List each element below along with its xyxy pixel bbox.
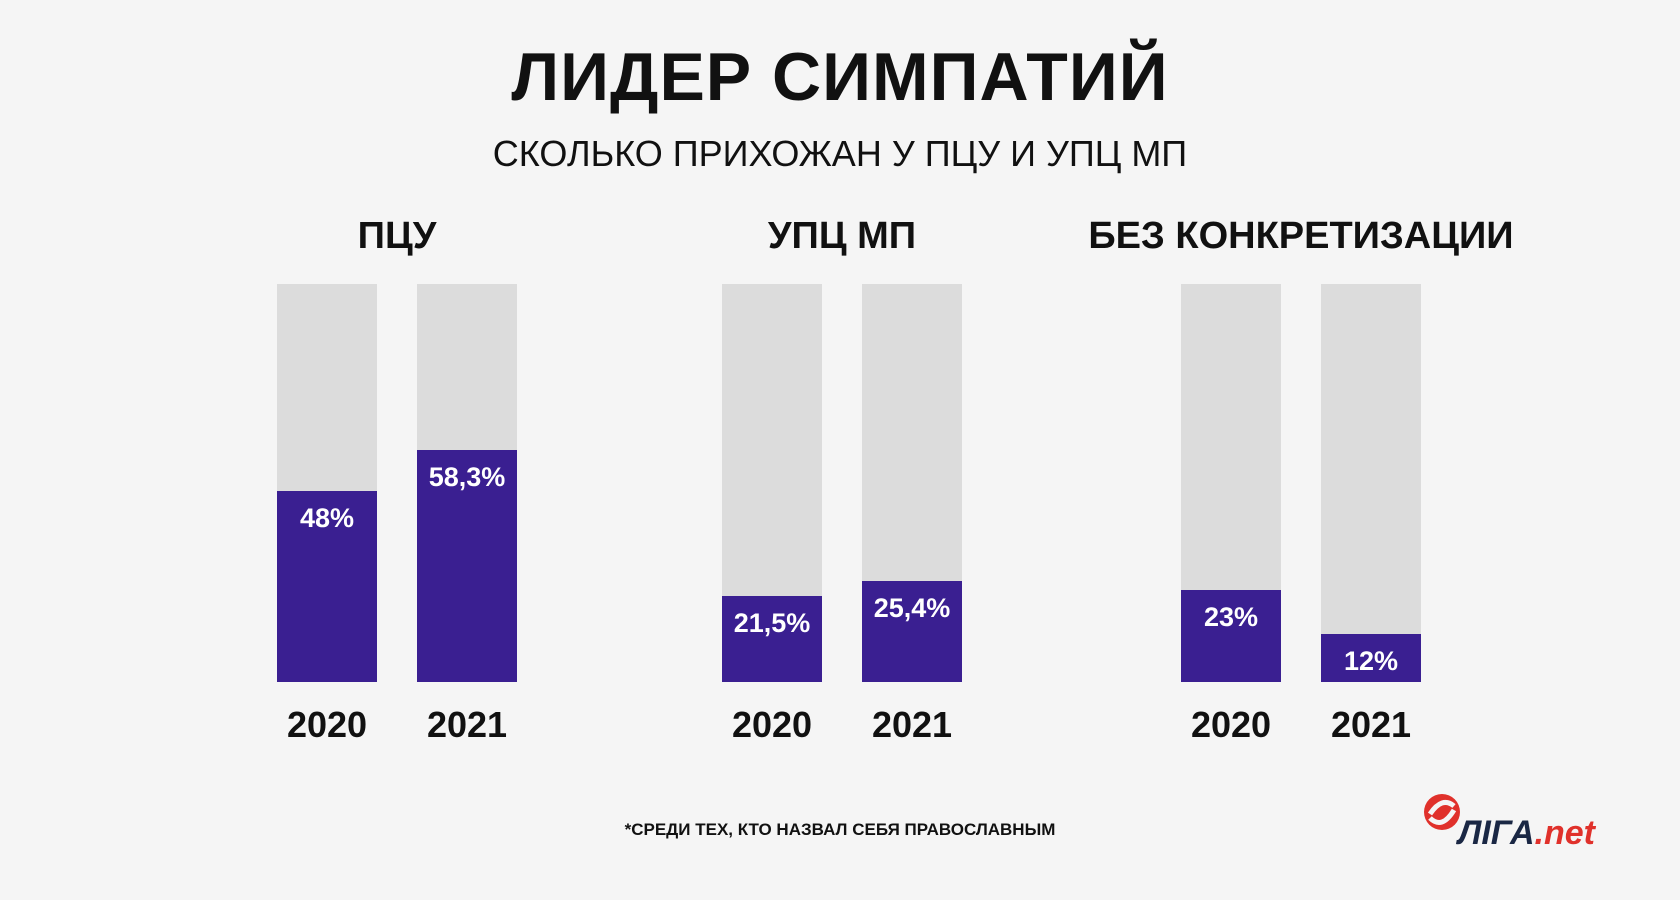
logo-suffix-text: .net xyxy=(1534,814,1595,852)
bar-value-label: 12% xyxy=(1343,646,1399,677)
year-label: 2021 xyxy=(426,704,508,745)
year-label: 2021 xyxy=(871,704,953,745)
bar: 58,3% xyxy=(417,449,517,682)
group-title: БЕЗ КОНКРЕТИЗАЦИИ xyxy=(1088,215,1514,257)
bar-value-label: 58,3% xyxy=(428,461,506,492)
bar-value-label: 21,5% xyxy=(733,608,811,639)
bar-track: 23% xyxy=(1181,284,1281,682)
chart-subtitle: СКОЛЬКО ПРИХОЖАН У ПЦУ И УПЦ МП xyxy=(492,133,1188,174)
bar-track: 12% xyxy=(1321,284,1421,682)
bar-track: 21,5% xyxy=(722,284,822,682)
group-title: ПЦУ xyxy=(357,215,437,257)
bar: 25,4% xyxy=(862,580,962,682)
logo-main-text: ЛIГА xyxy=(1458,814,1535,852)
year-label: 2021 xyxy=(1330,704,1412,745)
footnote: *СРЕДИ ТЕХ, КТО НАЗВАЛ СЕБЯ ПРАВОСЛАВНЫМ xyxy=(624,820,1056,839)
bar-value-label: 48% xyxy=(299,502,355,533)
chart-title: ЛИДЕР СИМПАТИЙ xyxy=(511,39,1169,115)
liga-net-logo: ЛIГА.net xyxy=(1420,790,1620,853)
bar-track: 48% xyxy=(277,284,377,682)
group-title: УПЦ МП xyxy=(767,215,917,257)
bar: 48% xyxy=(277,490,377,682)
bar: 21,5% xyxy=(722,596,822,682)
bar-track: 58,3% xyxy=(417,284,517,682)
year-label: 2020 xyxy=(1190,704,1272,745)
logo-wordmark: ЛIГА.net xyxy=(1458,814,1595,853)
year-label: 2020 xyxy=(731,704,813,745)
bar-value-label: 25,4% xyxy=(873,592,951,623)
year-label: 2020 xyxy=(286,704,368,745)
bar-value-label: 23% xyxy=(1203,602,1259,633)
bar: 12% xyxy=(1321,634,1421,682)
bar: 23% xyxy=(1181,590,1281,682)
bar-track: 25,4% xyxy=(862,284,962,682)
liga-logo-icon xyxy=(1424,794,1460,830)
